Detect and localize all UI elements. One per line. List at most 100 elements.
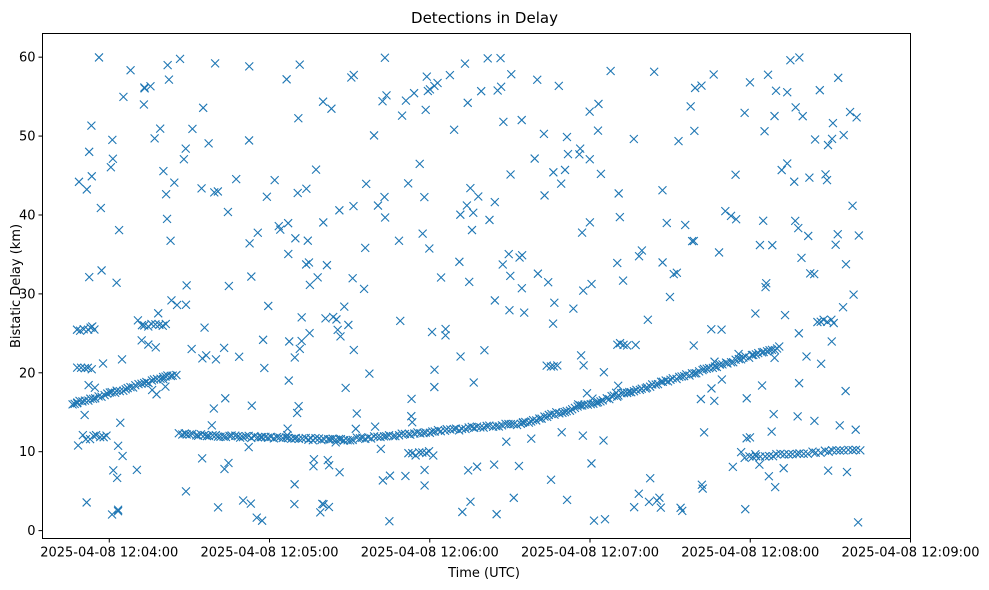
- data-point: [181, 300, 191, 310]
- y-tick-label: 50: [19, 130, 36, 145]
- data-point: [179, 154, 189, 164]
- data-point: [102, 431, 111, 440]
- data-point: [485, 215, 494, 225]
- data-point: [373, 432, 382, 442]
- data-point: [158, 372, 168, 382]
- data-point: [794, 378, 804, 388]
- data-point: [560, 165, 570, 175]
- data-point: [169, 178, 179, 188]
- data-point: [425, 428, 435, 438]
- data-point: [754, 460, 764, 470]
- data-point: [717, 325, 726, 335]
- data-point: [270, 175, 280, 185]
- data-point: [115, 386, 125, 396]
- data-point: [370, 422, 380, 432]
- data-point: [540, 191, 549, 200]
- data-point: [153, 308, 163, 318]
- data-point: [829, 318, 839, 328]
- data-point: [107, 510, 117, 519]
- data-point: [418, 229, 428, 239]
- data-point: [379, 432, 389, 441]
- data-point: [663, 377, 673, 386]
- data-point: [599, 367, 609, 377]
- data-point: [311, 433, 320, 443]
- x-tick-label: 2025-04-08 12:05:00: [200, 546, 338, 561]
- data-point: [622, 341, 632, 350]
- data-point: [677, 372, 686, 381]
- data-point: [600, 514, 610, 524]
- data-point: [468, 208, 478, 218]
- data-point: [827, 445, 837, 455]
- data-point: [414, 447, 424, 457]
- data-point: [324, 460, 334, 470]
- data-point: [441, 324, 450, 334]
- data-point: [275, 225, 285, 235]
- data-point: [72, 325, 82, 335]
- data-point: [726, 357, 736, 367]
- data-point: [548, 167, 558, 177]
- data-point: [84, 147, 94, 157]
- data-point: [848, 445, 857, 455]
- data-point: [139, 100, 149, 109]
- data-point: [155, 124, 165, 134]
- data-point: [792, 449, 802, 459]
- data-point: [275, 433, 284, 442]
- data-point: [422, 72, 432, 81]
- data-point: [587, 279, 596, 289]
- data-point: [84, 272, 94, 282]
- data-point: [209, 188, 219, 197]
- data-point: [795, 449, 804, 458]
- data-point: [626, 387, 636, 397]
- data-point: [731, 214, 741, 224]
- data-point: [162, 214, 172, 224]
- data-point: [151, 342, 161, 352]
- data-point: [596, 396, 605, 406]
- data-point: [736, 447, 746, 457]
- data-point: [139, 378, 149, 388]
- data-point: [645, 473, 655, 483]
- data-point: [794, 53, 804, 62]
- data-point: [699, 428, 709, 437]
- data-point: [331, 437, 341, 447]
- data-point: [784, 450, 794, 459]
- data-point: [433, 425, 443, 435]
- data-point: [339, 302, 349, 312]
- data-point: [689, 236, 699, 246]
- data-point: [80, 396, 90, 405]
- data-point: [311, 165, 321, 174]
- x-tick-label: 2025-04-08 12:07:00: [521, 546, 659, 561]
- data-point: [297, 312, 307, 322]
- data-point: [390, 431, 400, 441]
- data-point: [585, 154, 595, 164]
- data-point: [493, 86, 503, 95]
- data-point: [238, 496, 248, 505]
- data-point: [651, 380, 661, 389]
- data-point: [244, 136, 254, 145]
- data-point: [319, 499, 328, 509]
- data-point: [490, 197, 500, 207]
- data-point: [483, 54, 493, 63]
- data-point: [505, 271, 515, 281]
- data-point: [748, 350, 758, 360]
- data-point: [680, 220, 690, 230]
- data-point: [835, 421, 845, 430]
- data-point: [244, 61, 254, 71]
- data-point: [182, 281, 192, 290]
- y-tick-label: 10: [19, 445, 36, 460]
- data-point: [828, 118, 838, 128]
- data-point: [827, 134, 837, 144]
- data-point: [755, 240, 765, 250]
- data-point: [146, 81, 155, 91]
- data-point: [760, 452, 770, 461]
- data-point: [137, 379, 146, 389]
- data-point: [253, 432, 263, 442]
- data-point: [547, 409, 556, 419]
- data-point: [596, 169, 606, 179]
- data-point: [97, 266, 106, 275]
- data-point: [246, 272, 256, 281]
- data-point: [94, 53, 104, 62]
- data-point: [652, 496, 662, 505]
- data-point: [539, 129, 549, 139]
